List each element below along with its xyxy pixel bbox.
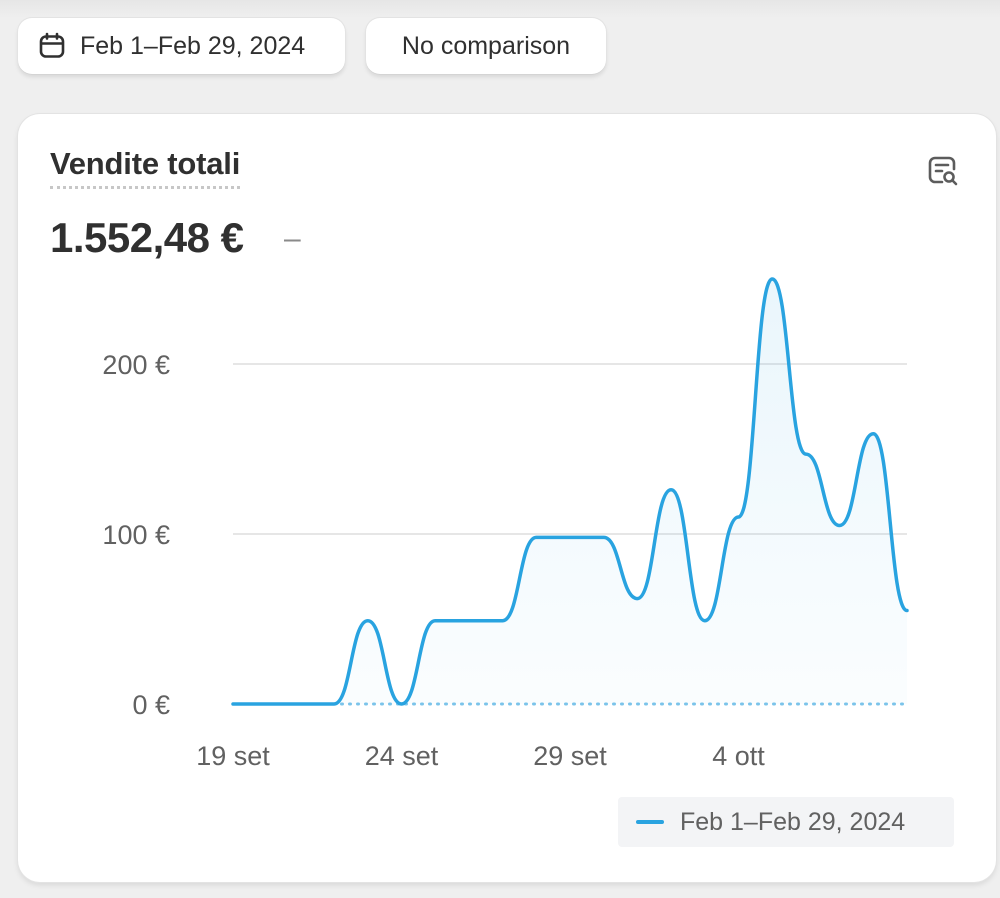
legend-swatch bbox=[636, 820, 664, 824]
data-point bbox=[736, 514, 742, 520]
sales-card: Vendite totali 1.552,48 € – bbox=[18, 114, 996, 882]
card-title[interactable]: Vendite totali bbox=[50, 146, 240, 189]
data-point bbox=[769, 276, 775, 282]
total-sales-value: 1.552,48 € bbox=[50, 214, 244, 261]
y-tick-label: 100 € bbox=[102, 520, 170, 550]
calendar-icon bbox=[38, 32, 66, 60]
data-point bbox=[668, 487, 674, 493]
data-point bbox=[803, 451, 809, 457]
data-point bbox=[297, 701, 303, 707]
data-point bbox=[500, 618, 506, 624]
y-tick-label: 200 € bbox=[102, 350, 170, 380]
data-point bbox=[432, 618, 438, 624]
data-point bbox=[331, 701, 337, 707]
y-tick-label: 0 € bbox=[132, 690, 170, 720]
data-point bbox=[904, 608, 910, 614]
data-point bbox=[634, 596, 640, 602]
x-tick-label: 4 ott bbox=[712, 741, 765, 771]
data-point bbox=[230, 701, 236, 707]
data-point bbox=[601, 534, 607, 540]
report-search-icon[interactable] bbox=[926, 154, 960, 188]
data-point bbox=[567, 534, 573, 540]
comparison-button[interactable]: No comparison bbox=[366, 18, 606, 74]
series-line bbox=[231, 277, 909, 706]
x-tick-label: 24 set bbox=[365, 741, 439, 771]
data-point bbox=[870, 431, 876, 437]
x-tick-label: 19 set bbox=[196, 741, 270, 771]
chart-legend-item[interactable]: Feb 1–Feb 29, 2024 bbox=[618, 797, 954, 847]
comparison-label: No comparison bbox=[401, 31, 571, 60]
legend-label: Feb 1–Feb 29, 2024 bbox=[680, 807, 906, 836]
comparison-delta: – bbox=[284, 222, 301, 255]
x-tick-label: 29 set bbox=[533, 741, 607, 771]
data-point bbox=[365, 618, 371, 624]
data-point bbox=[702, 618, 708, 624]
top-bar bbox=[0, 0, 1000, 18]
series-area bbox=[233, 279, 907, 704]
date-range-button[interactable]: Feb 1–Feb 29, 2024 bbox=[18, 18, 345, 74]
data-point bbox=[837, 523, 843, 529]
data-point bbox=[399, 701, 405, 707]
data-point bbox=[533, 534, 539, 540]
data-point bbox=[264, 701, 270, 707]
data-point bbox=[466, 618, 472, 624]
date-range-label: Feb 1–Feb 29, 2024 bbox=[80, 31, 306, 60]
